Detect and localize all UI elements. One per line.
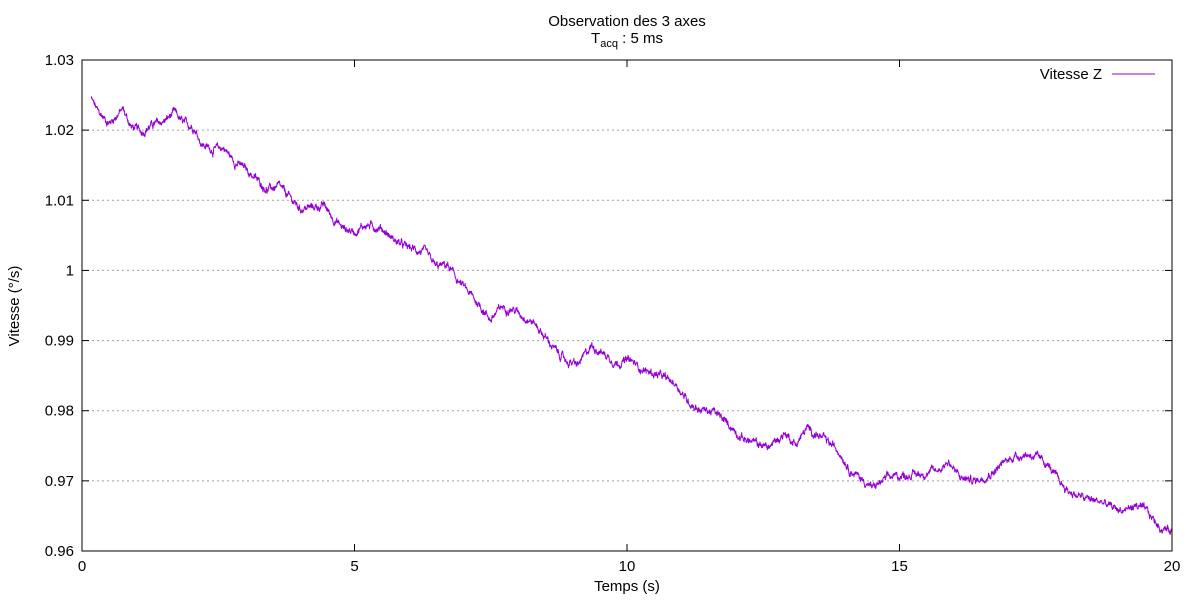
- y-tick-label: 0.96: [45, 543, 74, 560]
- y-tick-label: 0.99: [45, 333, 74, 350]
- chart-subtitle: Tacq : 5 ms: [591, 30, 663, 50]
- x-tick-label: 20: [1164, 558, 1181, 575]
- y-tick-label: 1.03: [45, 52, 74, 69]
- x-axis-label: Temps (s): [594, 578, 660, 595]
- x-tick-label: 5: [350, 558, 358, 575]
- gridlines: [82, 129, 1172, 482]
- ticks: [81, 59, 1173, 552]
- series-line-vitesse-z: [90, 96, 1173, 535]
- data-line-group: [90, 96, 1173, 535]
- legend: Vitesse Z: [1040, 66, 1155, 83]
- y-tick-label: 0.97: [45, 473, 74, 490]
- x-tick-label: 10: [619, 558, 636, 575]
- y-tick-labels: 0.96 0.97 0.98 0.99 1 1.01 1.02 1.03: [45, 52, 74, 560]
- y-tick-label: 1: [66, 262, 74, 279]
- y-axis-label: Vitesse (°/s): [6, 266, 23, 347]
- x-tick-labels: 0 5 10 15 20: [78, 558, 1181, 575]
- plot-frame: [81, 59, 1173, 552]
- x-tick-label: 15: [891, 558, 908, 575]
- y-tick-label: 1.02: [45, 122, 74, 139]
- subtitle-prefix: T: [591, 30, 600, 47]
- y-tick-label: 1.01: [45, 192, 74, 209]
- subtitle-subscript: acq: [600, 38, 618, 50]
- x-tick-label: 0: [78, 558, 86, 575]
- legend-label: Vitesse Z: [1040, 66, 1102, 83]
- y-tick-label: 0.98: [45, 403, 74, 420]
- chart-title: Observation des 3 axes: [548, 13, 706, 30]
- subtitle-suffix: : 5 ms: [618, 30, 663, 47]
